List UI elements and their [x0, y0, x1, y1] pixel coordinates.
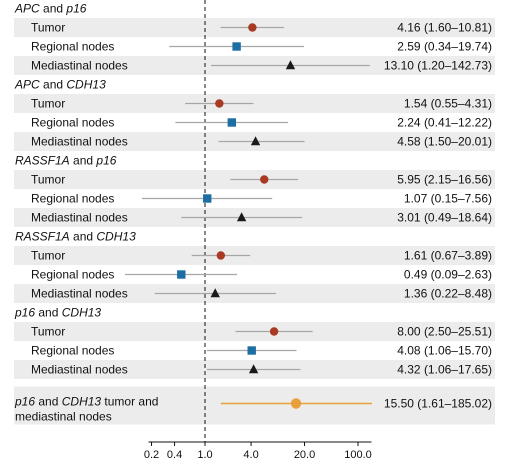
combined-point-estimate: [290, 398, 302, 409]
ci-text: 5.95 (2.15–16.56): [397, 173, 492, 187]
row-label: Regional nodes: [31, 40, 114, 54]
ci-text: 13.10 (1.20–142.73): [384, 59, 492, 73]
point-estimate: [227, 118, 236, 127]
point-estimate: [177, 270, 186, 279]
row-label: Mediastinal nodes: [31, 211, 128, 225]
row-label: Regional nodes: [31, 268, 114, 282]
ci-text: 2.24 (0.41–12.22): [397, 116, 492, 130]
point-estimate: [232, 42, 241, 51]
row-band: [14, 94, 495, 113]
x-tick-label: 20.0: [294, 449, 315, 461]
combined-ci-text: 15.50 (1.61–185.02): [384, 397, 492, 411]
row-label: Tumor: [31, 173, 65, 187]
x-tick-label: 0.2: [144, 449, 159, 461]
combined-label-line1: p16 and CDH13 tumor and: [14, 395, 158, 409]
ci-text: 4.16 (1.60–10.81): [397, 21, 492, 35]
row-label: Regional nodes: [31, 192, 114, 206]
group-header: p16 and CDH13: [14, 306, 101, 320]
row-band-combined: [14, 386, 495, 425]
group-header: RASSF1A and p16: [15, 154, 117, 168]
ci-text: 1.36 (0.22–8.48): [404, 287, 492, 301]
x-tick-label: 1.0: [197, 449, 212, 461]
point-estimate: [269, 327, 279, 336]
point-estimate: [260, 175, 269, 184]
ci-text: 4.08 (1.06–15.70): [397, 344, 492, 358]
row-label: Tumor: [31, 97, 65, 111]
row-label: Mediastinal nodes: [31, 59, 128, 73]
point-estimate: [250, 136, 261, 146]
point-estimate: [215, 99, 224, 108]
row-label: Tumor: [31, 249, 65, 263]
ci-text: 1.54 (0.55–4.31): [404, 97, 492, 111]
point-estimate: [203, 194, 212, 203]
ci-text: 1.61 (0.67–3.89): [404, 249, 492, 263]
row-label: Tumor: [31, 325, 65, 339]
x-tick-label: 100.0: [344, 449, 372, 461]
point-estimate: [248, 23, 257, 32]
ci-text: 4.58 (1.50–20.01): [397, 135, 492, 149]
ci-text: 8.00 (2.50–25.51): [397, 325, 492, 339]
ci-text: 1.07 (0.15–7.56): [404, 192, 492, 206]
group-header: APC and p16: [14, 2, 87, 16]
row-label: Mediastinal nodes: [31, 287, 128, 301]
combined-label-line2: mediastinal nodes: [15, 410, 112, 424]
group-header: RASSF1A and CDH13: [15, 230, 136, 244]
row-label: Mediastinal nodes: [31, 363, 128, 377]
row-band: [14, 246, 495, 265]
point-estimate: [236, 212, 247, 222]
point-estimate: [248, 364, 259, 374]
x-tick-label: 0.4: [167, 449, 182, 461]
ci-text: 3.01 (0.49–18.64): [397, 211, 492, 225]
row-label: Regional nodes: [31, 344, 114, 358]
point-estimate: [216, 251, 226, 260]
ci-text: 0.49 (0.09–2.63): [404, 268, 492, 282]
point-estimate: [247, 346, 256, 355]
ci-text: 2.59 (0.34–19.74): [397, 40, 492, 54]
row-label: Regional nodes: [31, 116, 114, 130]
ci-text: 4.32 (1.06–17.65): [397, 363, 492, 377]
row-label: Tumor: [31, 21, 65, 35]
x-tick-label: 4.0: [243, 449, 258, 461]
group-header: APC and CDH13: [14, 78, 106, 92]
row-label: Mediastinal nodes: [31, 135, 128, 149]
point-estimate: [285, 60, 296, 70]
point-estimate: [210, 288, 220, 298]
